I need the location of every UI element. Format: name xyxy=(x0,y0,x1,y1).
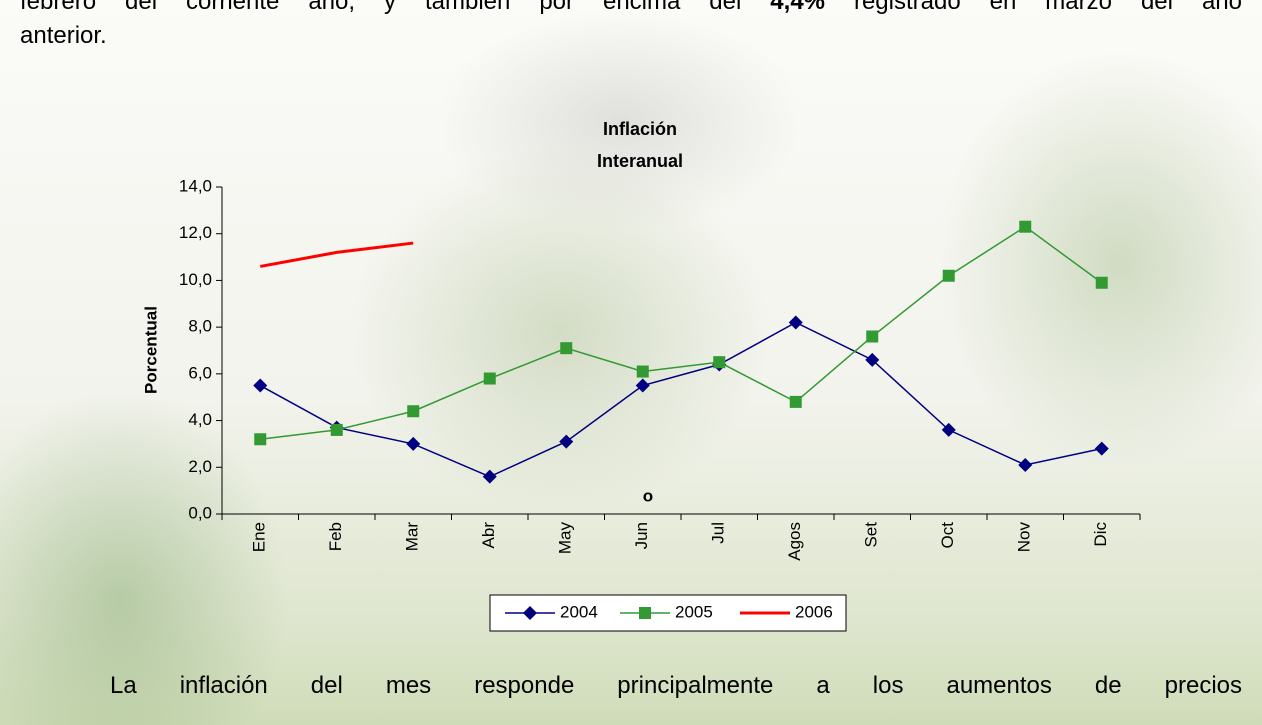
y-axis-label: Porcentual xyxy=(141,306,160,394)
marker xyxy=(523,606,537,620)
marker xyxy=(1095,276,1108,289)
marker xyxy=(789,395,802,408)
marker xyxy=(560,342,573,355)
marker xyxy=(1018,457,1033,472)
y-tick-label: 10,0 xyxy=(179,270,212,289)
series-line xyxy=(260,225,1103,441)
paragraph-top: febrero del corriente año, y también por… xyxy=(20,0,1242,16)
marker xyxy=(635,378,650,393)
marker xyxy=(788,315,803,330)
chart-title: Interanual xyxy=(597,151,683,171)
y-tick-label: 14,0 xyxy=(179,176,212,195)
text: registrado en marzo del año xyxy=(825,0,1242,15)
marker xyxy=(406,436,421,451)
text: febrero del corriente año, y también por… xyxy=(20,0,771,15)
marker xyxy=(1019,220,1032,233)
paragraph-bottom: La inflación del mes responde principalm… xyxy=(110,672,1242,699)
marker xyxy=(713,356,726,369)
legend-label: 2004 xyxy=(560,602,598,621)
x-tick-label: Set xyxy=(862,522,881,548)
y-tick-label: 8,0 xyxy=(188,317,212,336)
marker xyxy=(482,469,497,484)
x-tick-label: Ene xyxy=(250,522,269,552)
x-tick-label: Jul xyxy=(709,522,728,544)
marker xyxy=(330,423,343,436)
marker xyxy=(942,269,955,282)
y-tick-label: 2,0 xyxy=(188,457,212,476)
marker xyxy=(254,433,267,446)
x-tick-label: Jun xyxy=(632,522,651,549)
x-tick-label: Oct xyxy=(938,522,957,549)
x-tick-label: Abr xyxy=(479,522,498,549)
chart: Inflación Interanual Porcentual o 0,0 2,0… xyxy=(141,119,1141,632)
marker xyxy=(636,365,649,378)
marker xyxy=(941,422,956,437)
marker xyxy=(639,607,651,619)
marker xyxy=(865,352,880,367)
x-tick-label: Dic xyxy=(1091,522,1110,547)
marker xyxy=(253,378,268,393)
marker xyxy=(483,372,496,385)
series-line xyxy=(259,241,414,268)
x-tick-label: Mar xyxy=(403,522,422,552)
x-tick-label: Nov xyxy=(1015,522,1034,553)
x-tick-label: Feb xyxy=(326,522,345,551)
marker xyxy=(559,434,574,449)
series-line xyxy=(259,321,1102,478)
marker xyxy=(1094,441,1109,456)
y-tick-label: 12,0 xyxy=(179,223,212,242)
bold-text: 4,4% xyxy=(770,0,825,15)
marker xyxy=(866,330,879,343)
y-tick-label: 6,0 xyxy=(188,363,212,382)
x-tick-label: May xyxy=(556,522,575,555)
paragraph-top-end: anterior. xyxy=(20,22,107,49)
marker xyxy=(407,405,420,418)
x-tick-label: Agos xyxy=(785,522,804,561)
y-tick-label: 0,0 xyxy=(188,503,212,522)
legend-label: 2005 xyxy=(675,602,713,621)
annotation: o xyxy=(643,486,653,505)
chart-title: Inflación xyxy=(603,119,677,139)
y-tick-label: 4,0 xyxy=(188,410,212,429)
legend-label: 2006 xyxy=(795,602,833,621)
